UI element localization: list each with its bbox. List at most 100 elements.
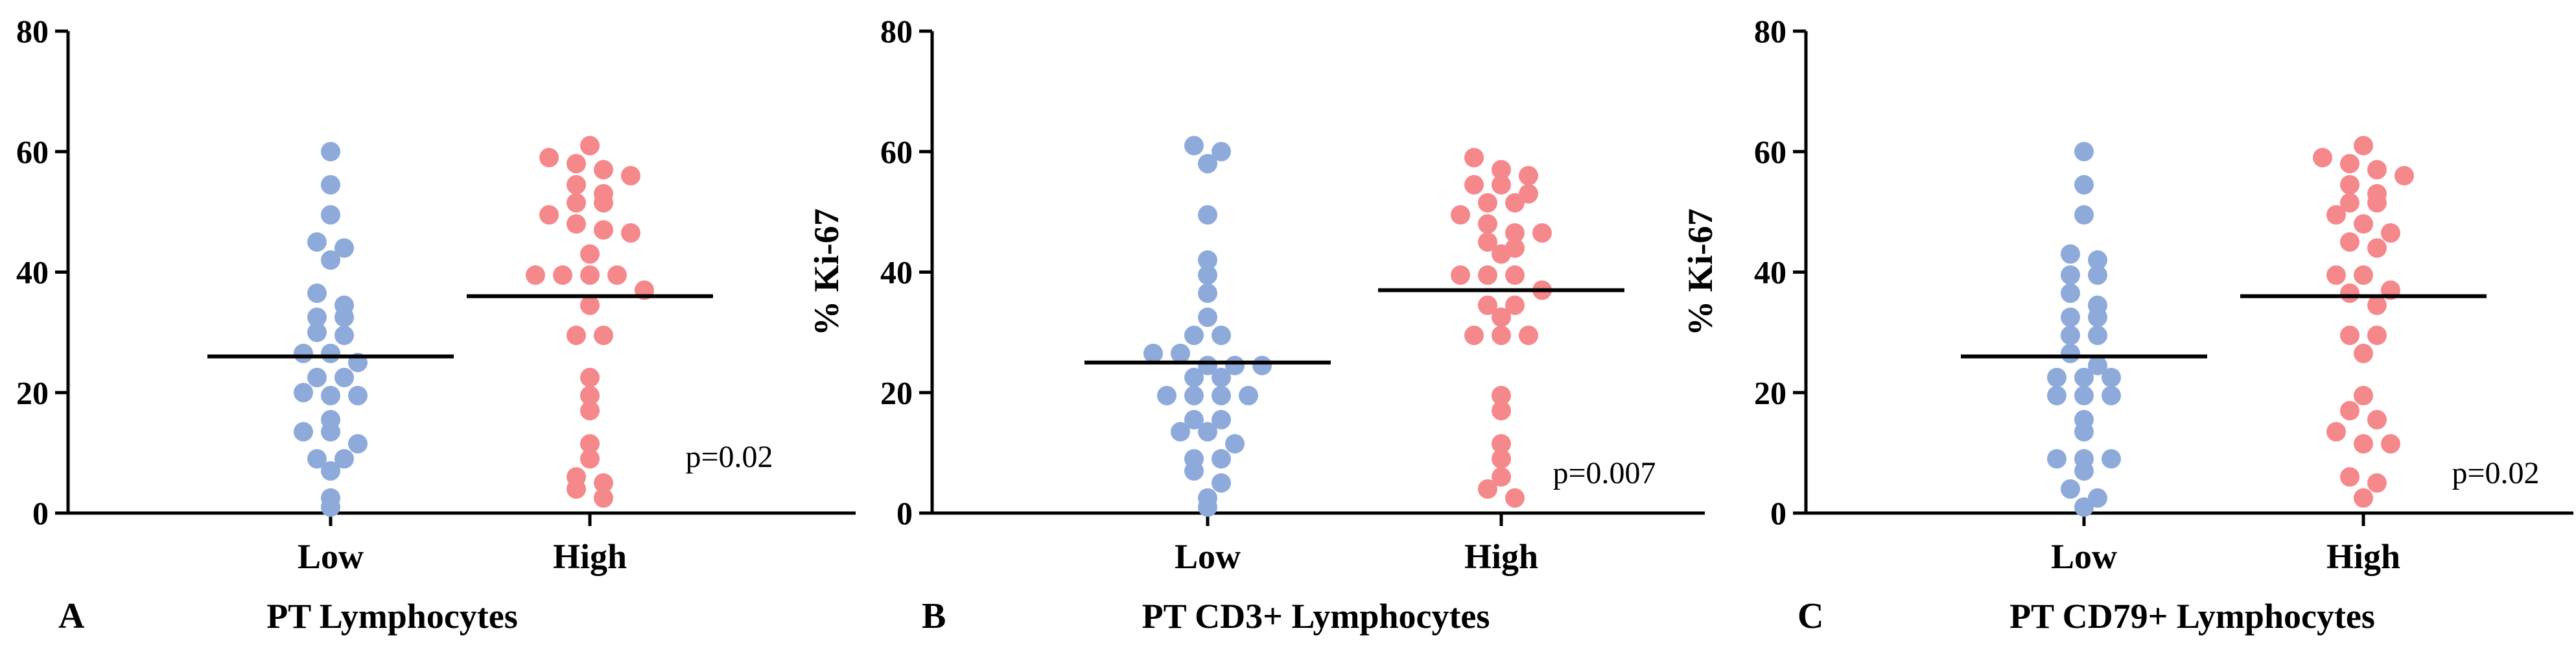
data-point-high [2340,232,2359,252]
data-point-high [2367,295,2387,315]
data-point-high [2326,422,2346,442]
data-point-high [1532,223,1552,243]
y-tick-label: 80 [880,13,913,49]
data-point-low [321,174,340,195]
data-point-high [1519,326,1538,346]
data-point-high [2340,154,2359,174]
data-point-high [2326,265,2346,285]
data-point-high [580,449,600,469]
data-point-high [2354,434,2373,454]
y-tick-label: 60 [1754,134,1786,170]
data-point-low [2102,385,2121,405]
data-point-high [567,326,586,346]
x-category-label-high: High [553,537,627,576]
data-point-high [594,488,613,508]
data-point-low [2061,244,2080,264]
panel-label: B [922,596,946,636]
y-tick-label: 60 [16,134,49,170]
data-point-low [2074,410,2094,430]
data-point-low [2047,385,2067,405]
y-axis-title: % Ki-67 [1681,208,1720,336]
data-point-low [1239,385,1258,405]
data-point-low [1212,368,1231,388]
data-point-low [2074,174,2094,195]
data-point-low [2074,141,2094,162]
data-point-high [594,473,613,493]
data-point-high [2354,488,2373,508]
data-point-low [294,422,313,442]
data-point-low [1198,422,1217,442]
data-point-low [1212,449,1231,469]
data-point-low [2088,355,2107,376]
data-point-high [594,326,613,346]
data-point-low [1198,355,1217,376]
p-value-annotation: p=0.02 [685,440,773,474]
y-tick-label: 80 [1754,13,1786,49]
data-point-high [567,193,586,213]
data-point-high [1478,479,1497,499]
data-point-high [580,244,600,264]
data-point-high [580,385,600,405]
data-point-low [1171,343,1190,363]
data-point-low [2061,307,2080,328]
y-tick-label: 60 [880,134,913,170]
data-point-low [307,368,327,388]
panel-label: A [58,596,85,636]
data-point-high [1478,295,1497,315]
y-tick-label: 0 [1770,495,1786,531]
data-point-high [2354,343,2373,363]
data-point-low [1225,434,1245,454]
data-point-high [580,368,600,388]
data-point-low [2074,385,2094,405]
data-point-high [2367,410,2387,430]
data-point-low [307,283,327,304]
y-axis-title: % Ki-67 [807,208,846,336]
data-point-low [2061,265,2080,285]
y-tick-label: 40 [880,254,913,291]
data-point-low [1198,205,1217,225]
data-point-high [1464,326,1484,346]
data-point-low [2088,326,2107,346]
data-point-high [2367,160,2387,180]
data-point-low [307,449,327,469]
data-point-high [2354,136,2373,156]
panel-label: C [1797,596,1823,636]
data-point-high [1519,184,1538,204]
data-point-high [1505,223,1525,243]
data-point-low [334,326,354,346]
data-point-high [567,154,586,174]
data-point-low [2102,368,2121,388]
x-axis-title: PT CD79+ Lymphocytes [2009,597,2375,636]
data-point-low [1184,326,1204,346]
data-point-high [2367,326,2387,346]
data-point-low [2061,326,2080,346]
data-point-high [567,467,586,487]
data-point-low [2074,368,2094,388]
data-point-high [2367,238,2387,258]
data-point-high [580,401,600,421]
data-point-low [2088,250,2107,270]
data-point-high [1451,265,1470,285]
data-point-high [2313,148,2332,168]
data-point-high [580,136,600,156]
data-point-low [1225,355,1245,376]
data-point-low [2074,449,2094,469]
data-point-high [1451,205,1470,225]
data-point-high [2367,184,2387,204]
x-category-label-low: Low [1175,537,1241,576]
data-point-high [1492,326,1511,346]
data-point-high [2340,401,2359,421]
data-point-low [1212,141,1231,162]
data-point-low [1212,410,1231,430]
data-point-low [2061,343,2080,363]
data-point-high [553,265,572,285]
data-point-high [1478,232,1497,252]
data-point-high [1492,385,1511,405]
data-point-low [321,461,340,481]
data-point-low [321,488,340,508]
data-point-low [334,238,354,258]
y-tick-label: 0 [896,495,913,531]
data-point-low [321,205,340,225]
data-point-low [2088,265,2107,285]
